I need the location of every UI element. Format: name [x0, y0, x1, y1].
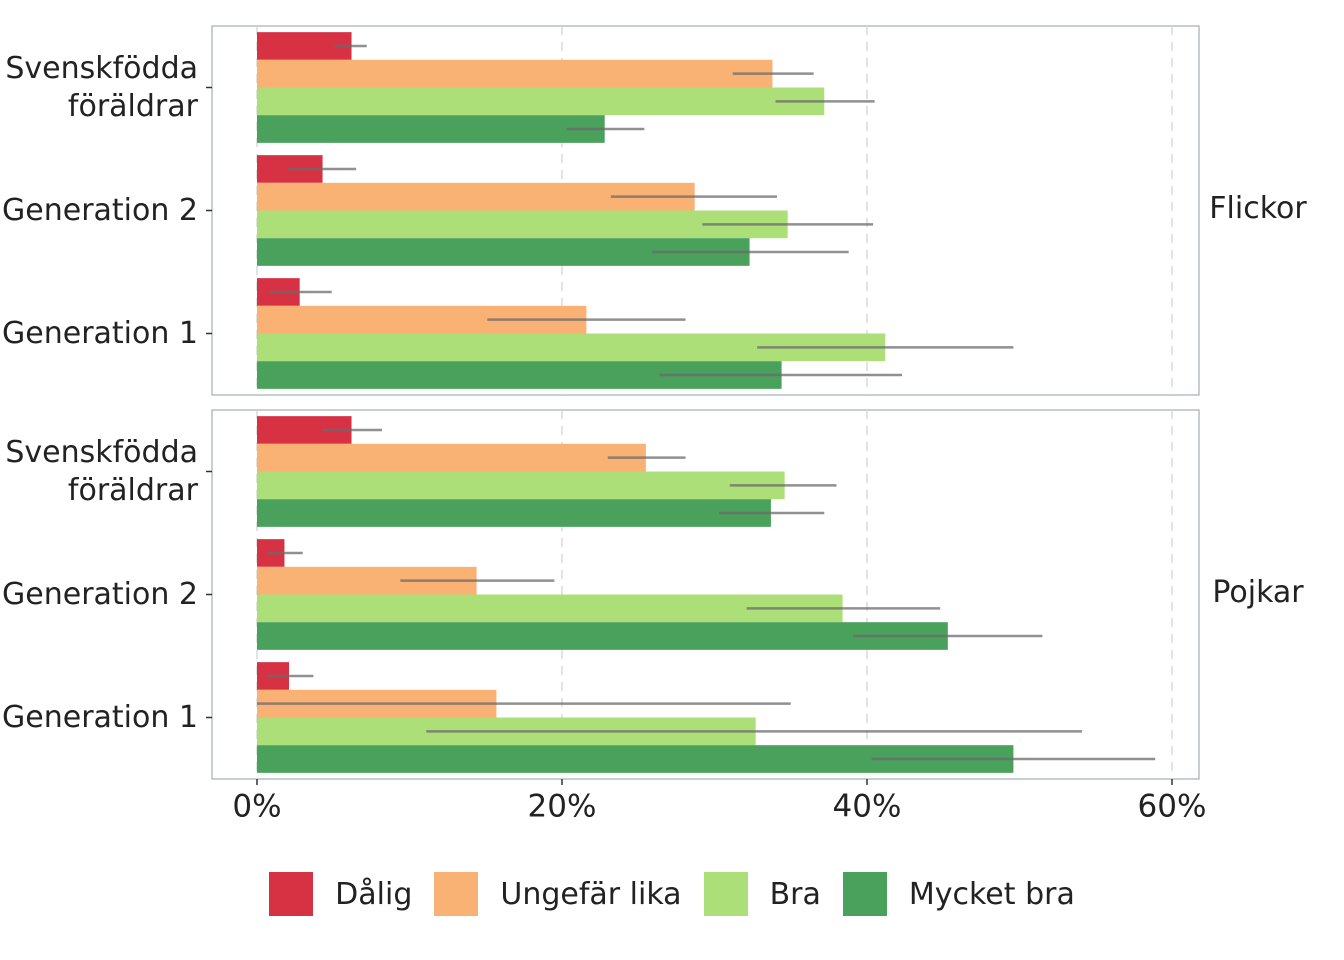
legend-label: Mycket bra: [908, 876, 1075, 912]
y-tick-label: Generation 1: [2, 699, 198, 735]
y-tick-label: Svenskfödda föräldrar: [5, 434, 198, 508]
x-tick-label: 60%: [1138, 789, 1207, 825]
y-tick-label: Svenskfödda föräldrar: [5, 50, 198, 124]
bar: [256, 59, 773, 88]
facet-label: Pojkar: [1212, 574, 1304, 610]
legend-swatch: [703, 872, 748, 916]
bar: [256, 443, 646, 472]
y-tick-label: Generation 2: [2, 192, 198, 228]
y-tick-label: Generation 2: [2, 576, 198, 612]
legend-item: Ungefär lika: [434, 872, 682, 916]
bar: [256, 499, 771, 527]
legend-swatch: [269, 872, 314, 916]
bar: [256, 471, 785, 500]
legend-swatch: [842, 872, 887, 916]
y-tick-label: Generation 1: [2, 315, 198, 351]
bar: [256, 87, 825, 116]
legend-item: Mycket bra: [842, 872, 1075, 916]
legend-item: Bra: [703, 872, 821, 916]
x-tick-label: 0%: [232, 789, 281, 825]
legend: Dålig Ungefär lika Bra Mycket bra: [0, 872, 1344, 916]
bar: [256, 622, 948, 650]
facet-label: Flickor: [1209, 190, 1307, 226]
legend-label: Bra: [769, 876, 821, 912]
x-tick-label: 20%: [528, 789, 597, 825]
legend-label: Ungefär lika: [500, 876, 682, 912]
bar: [256, 115, 605, 143]
x-tick-label: 40%: [833, 789, 902, 825]
legend-swatch: [434, 872, 479, 916]
legend-label: Dålig: [335, 876, 413, 912]
legend-item: Dålig: [269, 872, 412, 916]
bar: [256, 594, 843, 623]
bar: [256, 210, 788, 239]
